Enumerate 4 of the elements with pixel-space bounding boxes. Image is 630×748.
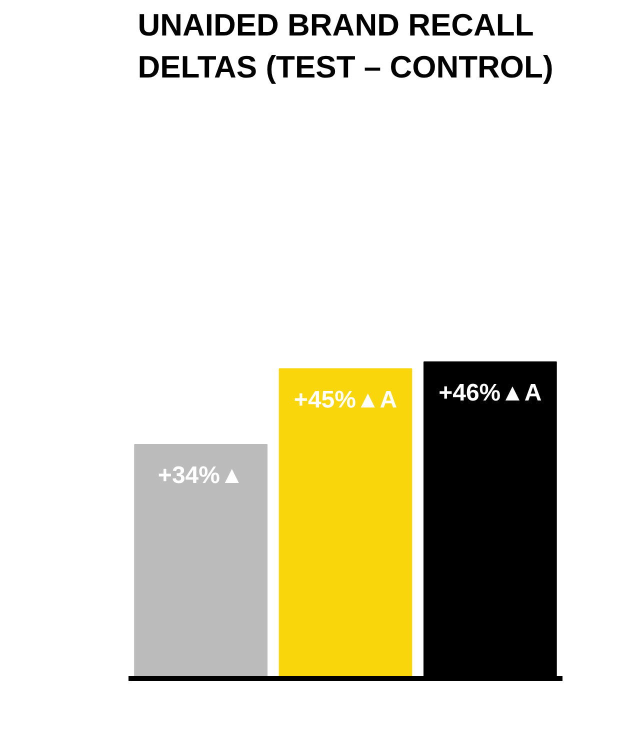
data-label: +46%▲A bbox=[438, 380, 542, 407]
chart-title: UNAIDED BRAND RECALL DELTAS (TEST – CONTROL) bbox=[138, 8, 554, 84]
data-label: +45%▲A bbox=[294, 386, 398, 414]
data-label: +34%▲ bbox=[158, 462, 244, 490]
